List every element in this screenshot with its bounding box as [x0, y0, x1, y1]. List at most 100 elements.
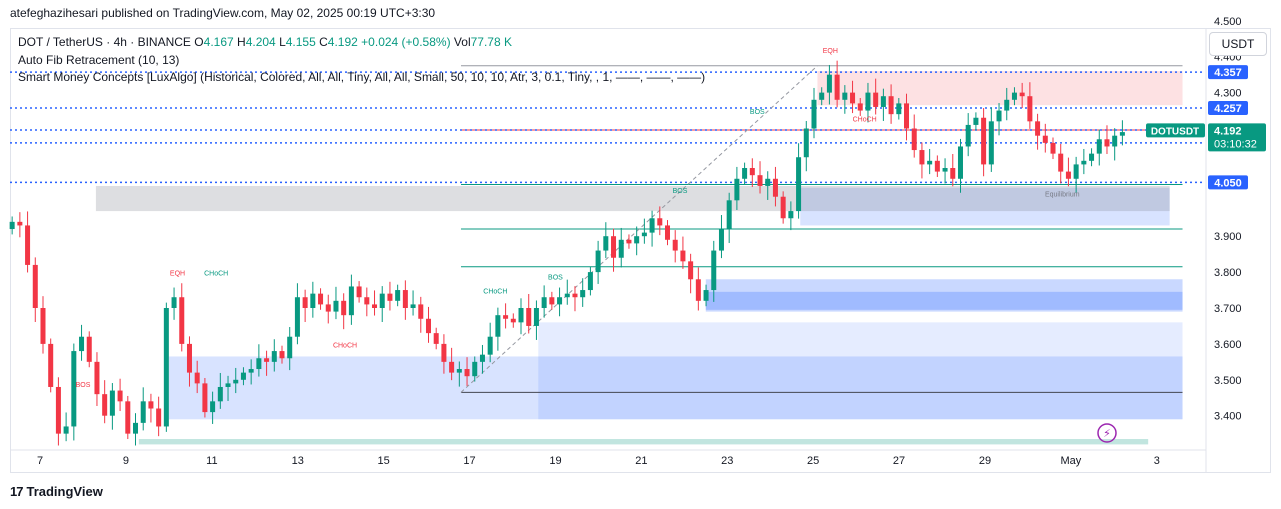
candle-body [25, 225, 31, 265]
smc-annotation: CHoCH [333, 342, 357, 349]
x-tick-label: 7 [37, 455, 43, 467]
candle-body [811, 99, 817, 129]
candle-body [40, 308, 46, 344]
candle-body [125, 401, 131, 434]
candle-body [441, 343, 447, 362]
candle-body [957, 146, 963, 179]
candle-body [472, 361, 478, 377]
candle-body [271, 351, 277, 362]
candle-body [179, 297, 185, 344]
candle-body [826, 74, 832, 93]
candle-body [395, 290, 401, 301]
fib-trend-line [460, 65, 818, 393]
price-label-badge [1208, 175, 1248, 190]
candle-body [1027, 96, 1033, 122]
candle-body [911, 128, 917, 151]
candle-body [988, 121, 994, 165]
candle-body [171, 297, 177, 308]
candle-body [333, 300, 339, 312]
candle-body [611, 236, 617, 258]
candle-body [541, 297, 547, 308]
x-tick-label: 25 [807, 455, 819, 467]
price-label-badge [1208, 101, 1248, 116]
tradingview-logo[interactable]: 17 TradingView [10, 484, 103, 499]
candle-body [657, 218, 663, 226]
candle-body [1058, 153, 1064, 172]
countdown-text: 03:10:32 [1214, 138, 1257, 150]
smc-annotation: EQH [823, 48, 838, 55]
y-tick-label: 3.900 [1214, 231, 1242, 243]
candle-body [919, 150, 925, 165]
candle-body [294, 297, 300, 337]
candle-body [780, 196, 786, 219]
candle-body [1104, 139, 1110, 147]
candle-body [449, 361, 455, 373]
candle-body [233, 379, 239, 384]
candle-body [302, 297, 308, 308]
candle-body [117, 390, 123, 402]
price-label-text: 4.050 [1214, 177, 1242, 189]
candle-body [55, 386, 61, 434]
candle-body [32, 264, 38, 308]
lightning-glyph: ⚡ [1103, 427, 1111, 440]
y-tick-label: 3.800 [1214, 267, 1242, 279]
candle-body [133, 422, 139, 434]
candle-body [1119, 132, 1125, 136]
indicator-fib[interactable]: Auto Fib Retracement (10, 13) [18, 53, 180, 67]
candle-body [1096, 139, 1102, 154]
last-price-badge [1208, 123, 1266, 152]
candle-body [595, 250, 601, 273]
demand-zone-2 [538, 322, 1183, 420]
candle-body [217, 386, 223, 402]
smc-annotation: BOS [673, 188, 688, 195]
symbol-legend[interactable]: DOT / TetherUS · 4h · BINANCE O4.167 H4.… [18, 35, 512, 49]
candle-body [9, 221, 15, 230]
open-value: 4.167 [203, 35, 234, 49]
candle-body [857, 103, 863, 111]
candle-body [695, 279, 701, 301]
x-tick-label: 29 [979, 455, 991, 467]
candle-body [1035, 121, 1041, 136]
candle-body [325, 304, 331, 312]
x-tick-label: 21 [635, 455, 647, 467]
equilibrium-zone [95, 185, 1170, 212]
candle-body [688, 261, 694, 280]
candle-body [510, 318, 516, 323]
candle-body [48, 343, 54, 387]
volume-value: 77.78 K [470, 35, 512, 49]
candle-body [433, 333, 439, 344]
chart-frame[interactable] [10, 28, 1271, 473]
candle-body [904, 103, 910, 129]
candle-body [225, 383, 231, 387]
candle-body [310, 293, 316, 308]
candle-body [1042, 135, 1048, 143]
candle-body [356, 286, 362, 298]
smc-annotation: CHoCH [853, 116, 877, 123]
candle-body [17, 221, 23, 226]
candle-body [842, 92, 848, 100]
candle-body [194, 372, 200, 384]
candle-body [896, 103, 902, 115]
candle-body [587, 272, 593, 291]
smc-annotation: BOS [548, 274, 563, 281]
candle-body [210, 401, 216, 413]
candle-body [1081, 160, 1087, 165]
candle-body [503, 315, 509, 319]
candle-body [557, 297, 563, 305]
candle-body [680, 250, 686, 262]
demand-zone [168, 356, 1183, 420]
change-value: +0.024 (+0.58%) [361, 35, 451, 49]
candle-body [834, 74, 840, 100]
indicator-smc[interactable]: Smart Money Concepts [LuxAlgo] (Historic… [18, 70, 706, 84]
candle-body [86, 336, 92, 362]
publisher-line: atefeghazihesari published on TradingVie… [10, 6, 436, 20]
candle-body [942, 168, 948, 172]
candle-body [580, 290, 586, 298]
candle-body [873, 92, 879, 107]
price-label-text: 4.257 [1214, 103, 1242, 115]
y-tick-label: 4.300 [1214, 88, 1242, 100]
high-value: 4.204 [245, 35, 276, 49]
currency-button[interactable]: USDT [1209, 32, 1267, 56]
candle-body [109, 390, 115, 416]
